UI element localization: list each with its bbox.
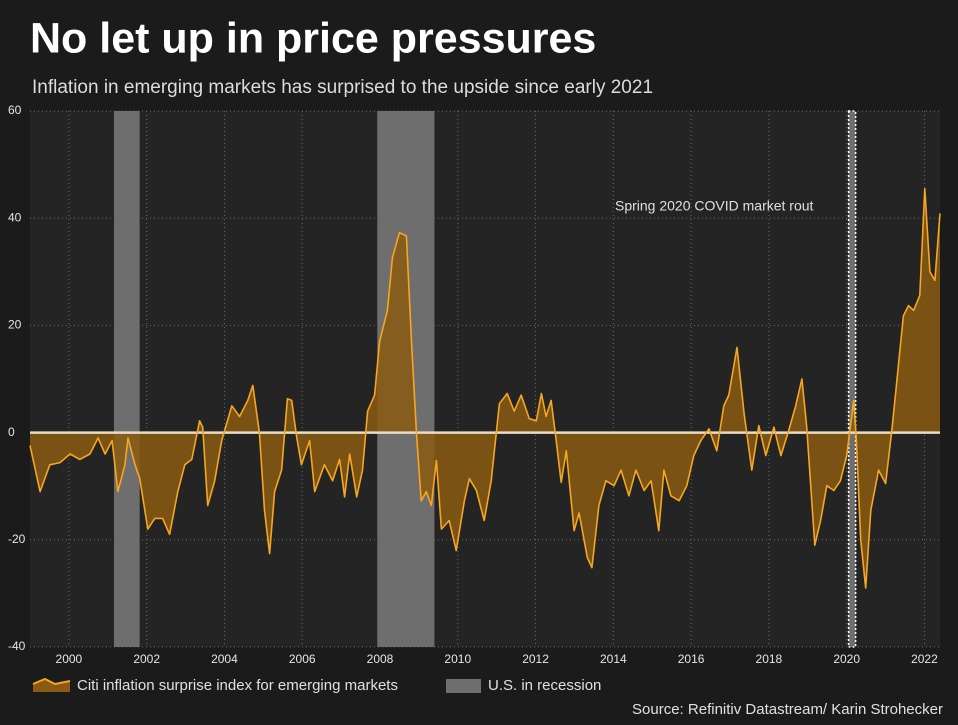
x-tick-label: 2014 — [600, 652, 627, 666]
x-tick-label: 2012 — [522, 652, 549, 666]
y-tick-label: 0 — [8, 425, 15, 439]
legend-swatch — [33, 679, 70, 692]
line — [29, 187, 941, 589]
x-tick-label: 2006 — [289, 652, 316, 666]
recession-band — [847, 110, 857, 648]
y-tick-label: 40 — [8, 210, 22, 224]
x-tick-label: 2020 — [833, 652, 860, 666]
recession-band — [114, 111, 140, 647]
x-tick-label: 2004 — [211, 652, 238, 666]
x-tick-label: 2022 — [911, 652, 938, 666]
y-tick-label: -20 — [8, 532, 26, 546]
legend-swatch — [446, 679, 481, 693]
chart-title: No let up in price pressures — [30, 14, 596, 62]
legend-label: U.S. in recession — [488, 677, 601, 694]
x-tick-label: 2010 — [444, 652, 471, 666]
area — [30, 188, 940, 588]
legend-label: Citi inflation surprise index for emergi… — [77, 677, 398, 694]
x-tick-label: 2016 — [678, 652, 705, 666]
plot — [29, 110, 941, 648]
annotation: Spring 2020 COVID market rout — [615, 198, 814, 214]
x-tick-label: 2008 — [367, 652, 394, 666]
chart-subtitle: Inflation in emerging markets has surpri… — [32, 77, 653, 98]
y-tick-label: -40 — [8, 639, 26, 653]
x-tick-label: 2018 — [756, 652, 783, 666]
y-tick-label: 60 — [8, 103, 22, 117]
source: Source: Refinitiv Datastream/ Karin Stro… — [632, 701, 943, 718]
y-tick-label: 20 — [8, 318, 22, 332]
x-tick-label: 2000 — [56, 652, 83, 666]
x-tick-label: 2002 — [133, 652, 160, 666]
legend-swatch — [32, 677, 71, 686]
plot-background — [30, 111, 940, 647]
